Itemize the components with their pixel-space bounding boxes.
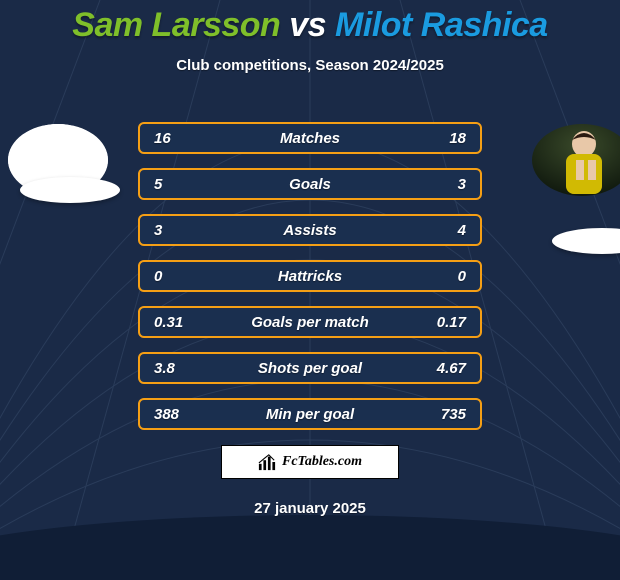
stat-right-value: 3 bbox=[458, 176, 466, 193]
player1-name: Sam Larsson bbox=[72, 6, 280, 44]
comparison-title: Sam Larsson vs Milot Rashica bbox=[0, 0, 620, 45]
player1-shadow-ellipse bbox=[20, 177, 120, 203]
stat-left-value: 3.8 bbox=[154, 360, 175, 377]
stat-label: Assists bbox=[140, 222, 480, 239]
stat-label: Matches bbox=[140, 130, 480, 147]
stat-row: 3Assists4 bbox=[138, 214, 482, 246]
stat-right-value: 4.67 bbox=[437, 360, 466, 377]
stat-right-value: 0.17 bbox=[437, 314, 466, 331]
stat-label: Min per goal bbox=[140, 406, 480, 423]
stat-right-value: 0 bbox=[458, 268, 466, 285]
stat-row: 5Goals3 bbox=[138, 168, 482, 200]
stats-block: 16Matches185Goals33Assists40Hattricks00.… bbox=[138, 122, 482, 444]
date-footer: 27 january 2025 bbox=[0, 500, 620, 517]
stat-label: Goals per match bbox=[140, 314, 480, 331]
stat-right-value: 735 bbox=[441, 406, 466, 423]
bar-chart-icon bbox=[258, 453, 276, 471]
fctables-logo-text: FcTables.com bbox=[282, 454, 362, 470]
stat-row: 388Min per goal735 bbox=[138, 398, 482, 430]
stat-right-value: 4 bbox=[458, 222, 466, 239]
stat-label: Shots per goal bbox=[140, 360, 480, 377]
stat-right-value: 18 bbox=[449, 130, 466, 147]
stat-row: 0Hattricks0 bbox=[138, 260, 482, 292]
stat-row: 3.8Shots per goal4.67 bbox=[138, 352, 482, 384]
stat-row: 16Matches18 bbox=[138, 122, 482, 154]
vs-text: vs bbox=[289, 6, 326, 44]
stat-left-value: 0 bbox=[154, 268, 162, 285]
player2-shadow-ellipse bbox=[552, 228, 620, 254]
stat-label: Hattricks bbox=[140, 268, 480, 285]
stat-left-value: 16 bbox=[154, 130, 171, 147]
stat-left-value: 3 bbox=[154, 222, 162, 239]
stat-label: Goals bbox=[140, 176, 480, 193]
stat-row: 0.31Goals per match0.17 bbox=[138, 306, 482, 338]
player2-photo bbox=[532, 124, 620, 196]
subtitle: Club competitions, Season 2024/2025 bbox=[0, 57, 620, 74]
player2-name: Milot Rashica bbox=[335, 6, 548, 44]
stat-left-value: 388 bbox=[154, 406, 179, 423]
stat-left-value: 5 bbox=[154, 176, 162, 193]
fctables-logo[interactable]: FcTables.com bbox=[221, 445, 399, 479]
stat-left-value: 0.31 bbox=[154, 314, 183, 331]
